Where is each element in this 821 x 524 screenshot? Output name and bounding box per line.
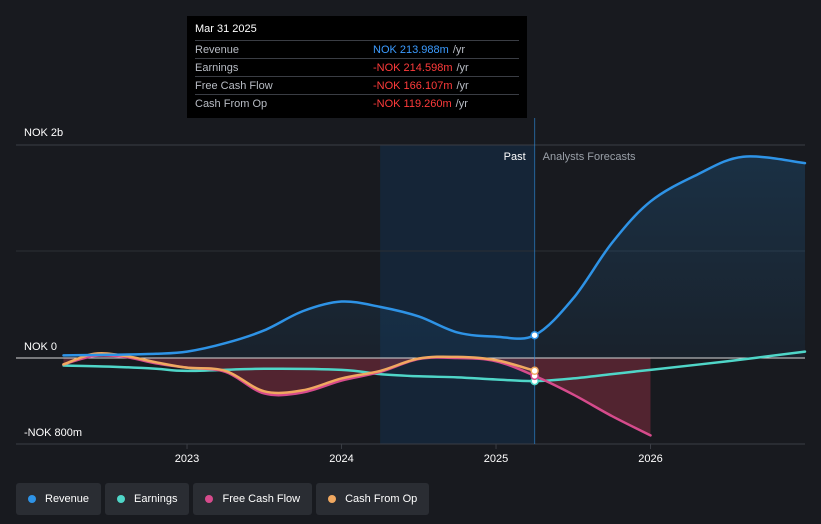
tooltip-unit: /yr [456, 61, 469, 74]
legend-item-revenue[interactable]: Revenue [16, 483, 102, 515]
tooltip-row: Free Cash Flow -NOK 166.107m/yr [195, 76, 519, 94]
chart-legend: Revenue Earnings Free Cash Flow Cash From O… [16, 483, 430, 515]
tooltip-value: -NOK 166.107m [373, 79, 453, 92]
x-tick-label: 2023 [175, 453, 199, 465]
x-tick-label: 2026 [638, 453, 662, 465]
legend-label: Free Cash Flow [222, 493, 301, 505]
tooltip-label: Free Cash Flow [195, 79, 273, 92]
tooltip-value: -NOK 119.260m [373, 97, 452, 110]
series-line-cash-from-op [62, 352, 536, 395]
data-tooltip: Mar 31 2025 Revenue NOK 213.988m/yr Earnin… [187, 16, 527, 118]
tooltip-date: Mar 31 2025 [195, 23, 257, 35]
legend-label: Cash From Op [345, 493, 418, 505]
fcf-negative-area [63, 357, 651, 436]
legend-item-earnings[interactable]: Earnings [105, 483, 190, 515]
marker-revenue [530, 330, 539, 340]
tooltip-label: Earnings [195, 61, 239, 74]
forecast-label: Analysts Forecasts [543, 151, 636, 163]
tooltip-unit: /yr [452, 43, 466, 56]
y-tick-label-zero: NOK 0 [24, 341, 57, 353]
tooltip-row: Cash From Op -NOK 119.260m/yr [195, 94, 519, 112]
legend-dot-icon [205, 495, 214, 503]
past-label: Past [504, 151, 526, 163]
legend-item-cash-from-op[interactable]: Cash From Op [316, 483, 430, 515]
x-tick-label: 2024 [329, 453, 353, 465]
legend-dot-icon [117, 495, 126, 503]
tooltip-value: -NOK 214.598m [373, 61, 453, 74]
legend-item-free-cash-flow[interactable]: Free Cash Flow [193, 483, 313, 515]
series-line-revenue [62, 155, 807, 357]
legend-dot-icon [328, 495, 337, 503]
tooltip-row: Earnings -NOK 214.598m/yr [195, 58, 519, 76]
series-line-earnings [62, 350, 807, 383]
tooltip-label: Revenue [195, 43, 240, 56]
tooltip-label: Cash From Op [195, 97, 268, 110]
tooltip-row: Revenue NOK 213.988m/yr [195, 40, 519, 58]
legend-label: Earnings [134, 493, 178, 505]
y-tick-label-bottom: -NOK 800m [24, 427, 82, 439]
past-region-shade [380, 145, 535, 444]
marker-cash-from-op [530, 366, 539, 376]
y-tick-label-top: NOK 2b [24, 127, 63, 139]
tooltip-unit: /yr [455, 97, 468, 110]
revenue-area [63, 156, 806, 358]
x-tick-label: 2025 [484, 453, 508, 465]
legend-label: Revenue [45, 493, 90, 505]
legend-dot-icon [28, 495, 36, 503]
tooltip-unit: /yr [456, 79, 469, 92]
tooltip-value: NOK 213.988m [373, 43, 449, 56]
